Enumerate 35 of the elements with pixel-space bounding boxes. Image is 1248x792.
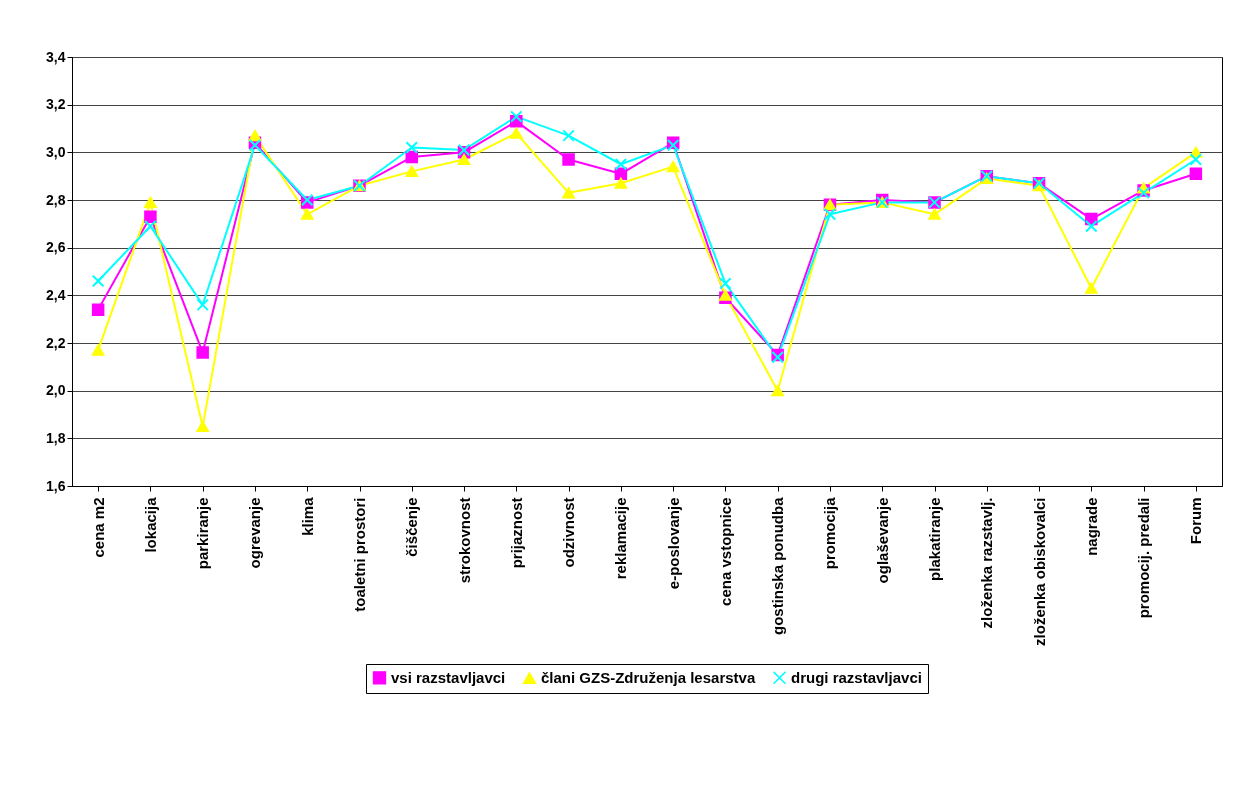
x-tick-label: strokovnost (455, 497, 473, 584)
x-tick-label: lokacija (141, 496, 159, 553)
x-tick-label: cena m2 (89, 497, 107, 558)
y-tick-label: 2,8 (46, 191, 66, 208)
x-tick-label: toaletni prostori (351, 497, 368, 612)
x-tick-label: čiščenje (403, 497, 421, 557)
y-tick-label: 2,4 (46, 286, 66, 303)
y-tick-label: 2,0 (46, 382, 66, 399)
x-tick-label: promocij. predali (1135, 497, 1153, 619)
x-tick-label: klima (298, 496, 316, 536)
x-tick-label: zloženka obiskovalci (1030, 497, 1048, 646)
y-tick-label: 3,4 (46, 48, 66, 65)
x-tick-label: cena vstopnice (716, 497, 734, 606)
legend-label: člani GZS-Združenja lesarstva (541, 669, 756, 687)
x-tick-label: odzivnost (560, 497, 578, 568)
x-tick-label: ogrevanje (246, 497, 264, 569)
x-tick-label: promocija (821, 496, 839, 570)
x-tick-label: plakatiranje (926, 497, 943, 581)
x-tick-label: reklamacije (612, 497, 630, 580)
y-tick-label: 3,0 (46, 143, 66, 160)
x-tick-label: parkiranje (194, 497, 212, 570)
x-tick-label: gostinska ponudba (769, 496, 787, 636)
y-tick-label: 1,8 (46, 429, 66, 446)
y-tick-label: 2,2 (46, 334, 66, 351)
x-tick-label: oglaševanje (873, 497, 891, 584)
y-tick-label: 1,6 (46, 477, 66, 494)
legend-label: drugi razstavljavci (791, 668, 922, 686)
x-tick-label: prijaznost (507, 497, 525, 569)
x-tick-label: e-poslovanje (664, 497, 682, 590)
y-tick-label: 3,2 (46, 96, 66, 113)
x-tick-label: zloženka razstavlj. (978, 497, 996, 629)
x-tick-label: nagrade (1082, 497, 1100, 556)
legend-label: vsi razstavljavci (391, 668, 506, 686)
y-tick-label: 2,6 (46, 239, 66, 256)
x-tick-label: Forum (1187, 497, 1205, 545)
